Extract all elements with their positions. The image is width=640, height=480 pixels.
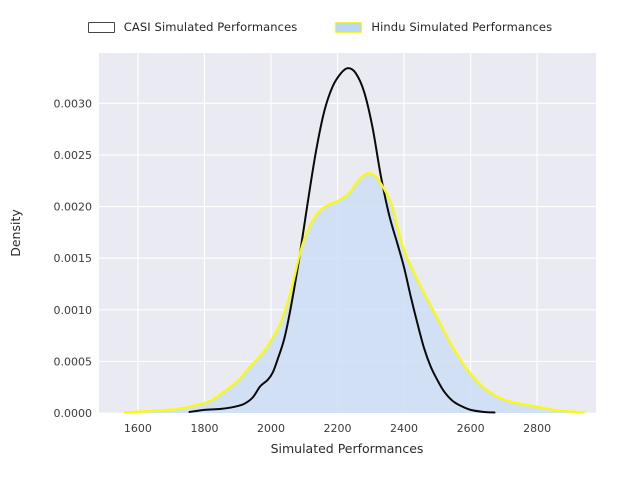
- legend: CASI Simulated Performances Hindu Simula…: [0, 20, 640, 34]
- y-axis-tick-labels: 0.0000 0.0005 0.0010 0.0015 0.0020 0.0025 0.00…: [54, 97, 93, 420]
- hindu-density-fill: [124, 173, 584, 413]
- x-tick-label: 1800: [190, 422, 218, 435]
- y-tick-label: 0.0030: [54, 97, 93, 110]
- hindu-density-curve: [123, 172, 585, 414]
- hindu-legend-swatch: [335, 21, 363, 33]
- x-tick-label: 2200: [324, 422, 352, 435]
- x-tick-label: 2800: [523, 422, 551, 435]
- y-tick-label: 0.0010: [54, 304, 93, 317]
- x-tick-label: 1600: [124, 422, 152, 435]
- casi-legend-swatch: [87, 21, 115, 33]
- legend-item-casi: CASI Simulated Performances: [87, 20, 298, 34]
- y-tick-label: 0.0005: [54, 355, 93, 368]
- x-tick-label: 2600: [457, 422, 485, 435]
- x-tick-label: 2400: [390, 422, 418, 435]
- x-axis-label: Simulated Performances: [271, 441, 424, 456]
- legend-item-hindu: Hindu Simulated Performances: [335, 20, 552, 34]
- y-tick-label: 0.0020: [54, 201, 93, 214]
- y-tick-label: 0.0025: [54, 149, 93, 162]
- hindu-legend-label: Hindu Simulated Performances: [371, 20, 553, 34]
- y-tick-label: 0.0015: [54, 252, 93, 265]
- casi-legend-label: CASI Simulated Performances: [123, 20, 298, 34]
- y-axis-label: Density: [8, 209, 23, 257]
- x-axis-tick-labels: 1600 1800 2000 2200 2400 2600 2800: [124, 422, 551, 435]
- x-tick-label: 2000: [257, 422, 285, 435]
- casi-density-curve: [188, 67, 496, 414]
- y-tick-label: 0.0000: [54, 407, 93, 420]
